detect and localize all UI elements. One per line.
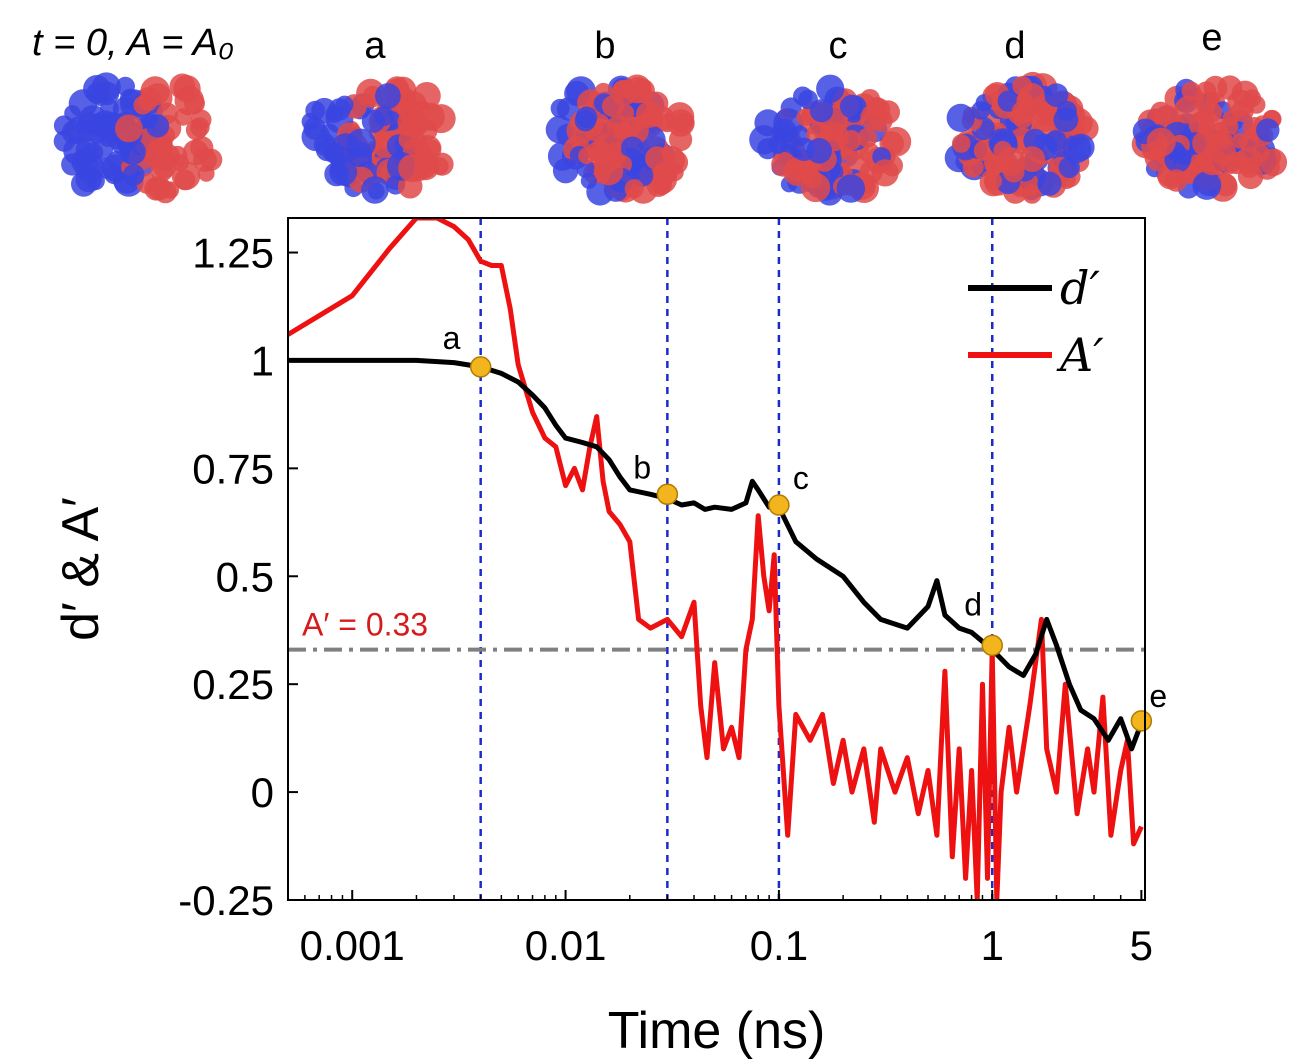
protein-image-4 (944, 71, 1099, 204)
y-tick-label: -0.25 (178, 877, 274, 924)
protein-image-1 (301, 76, 456, 204)
marker-d (981, 634, 1003, 657)
series-group (288, 218, 1144, 900)
plot-area: A′ = 0.33 a b c d e 0.001 0.01 0.1 1 5 -0.25 0 0.2… (178, 217, 1167, 969)
snapshot-5: e (1131, 17, 1288, 202)
protein-image-0 (53, 72, 223, 204)
y-tick-label: 0.75 (192, 445, 274, 492)
series-d-prime-line (288, 357, 1144, 752)
reference-horizontal-line: A′ = 0.33 (288, 607, 1145, 652)
x-axis-ticks: 0.001 0.01 0.1 1 5 (287, 890, 1153, 969)
snapshot-2: b (545, 25, 695, 206)
marker-label-e: e (1149, 678, 1167, 714)
snapshot-label-2: b (594, 25, 615, 67)
series-a-prime-line (288, 218, 1144, 900)
x-axis-title: Time (ns) (608, 1002, 826, 1060)
snapshot-3: c (749, 25, 912, 206)
marker-a (469, 356, 492, 378)
y-tick-label: 0.5 (216, 553, 274, 600)
snapshot-label-1: a (364, 25, 386, 67)
protein-image-2 (545, 74, 695, 206)
x-tick-label: 0.001 (300, 922, 405, 969)
snapshot-label-3: c (829, 25, 848, 67)
marker-label-c: c (793, 460, 809, 496)
x-tick-label: 5 (1130, 922, 1153, 969)
legend-label-d-prime: d′ (1060, 261, 1100, 315)
y-tick-label: 1.25 (192, 230, 274, 277)
protein-image-3 (749, 74, 912, 206)
snapshot-row: t = 0, A = A₀ a b c d e (32, 17, 1288, 206)
y-tick-label: 0 (251, 769, 274, 816)
legend: d′ A′ (968, 261, 1104, 382)
marker-label-d: d (964, 586, 982, 622)
marker-label-b: b (633, 449, 651, 485)
y-tick-label: 1 (251, 337, 274, 384)
hline-label: A′ = 0.33 (302, 607, 428, 643)
reference-vertical-lines (479, 218, 994, 900)
snapshot-4: d (944, 25, 1099, 204)
snapshot-0: t = 0, A = A₀ (32, 22, 234, 204)
marker-b (656, 483, 679, 506)
marker-group: a b c d e (443, 320, 1167, 732)
y-axis-ticks: -0.25 0 0.25 0.5 0.75 1 1.25 (178, 230, 298, 924)
x-tick-label: 0.01 (525, 922, 607, 969)
snapshot-1: a (301, 25, 456, 204)
protein-image-5 (1131, 75, 1288, 202)
marker-c (768, 494, 790, 516)
legend-label-a-prime: A′ (1056, 328, 1104, 382)
marker-e (1130, 710, 1153, 732)
snapshot-label-4: d (1004, 25, 1025, 67)
snapshot-label-5: e (1201, 17, 1222, 59)
y-tick-label: 0.25 (192, 661, 274, 708)
x-tick-label: 0.1 (750, 922, 808, 969)
plot-frame (287, 217, 1146, 901)
snapshot-label-0: t = 0, A = A₀ (32, 22, 234, 64)
marker-label-a: a (443, 320, 461, 356)
x-tick-label: 1 (981, 922, 1004, 969)
y-axis-title: d′ & A′ (52, 497, 110, 641)
